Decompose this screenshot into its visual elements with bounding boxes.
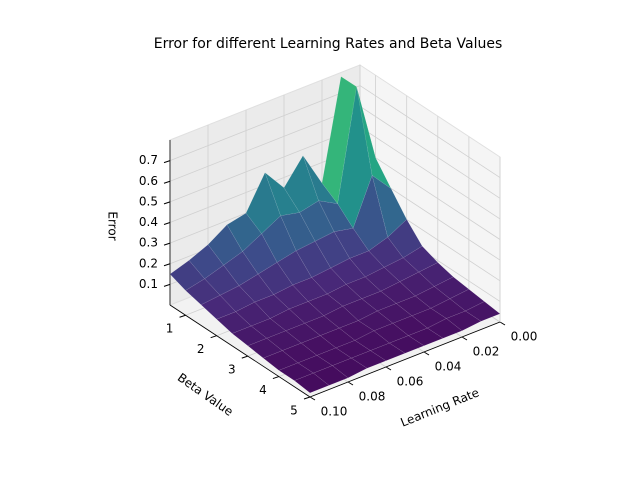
z-tick-label: 0.1 bbox=[139, 277, 158, 291]
x-tick-label: 0.10 bbox=[321, 405, 348, 419]
x-tick bbox=[423, 351, 430, 356]
z-tick bbox=[163, 242, 171, 246]
x-tick bbox=[461, 336, 468, 341]
grid-line bbox=[169, 85, 501, 178]
z-axis-label: Error bbox=[106, 211, 120, 240]
y-tick bbox=[272, 376, 280, 380]
z-tick-label: 0.5 bbox=[139, 194, 158, 208]
z-tick bbox=[163, 222, 171, 225]
x-tick bbox=[499, 321, 506, 326]
x-tick-label: 0.00 bbox=[511, 330, 538, 344]
x-tick-label: 0.04 bbox=[435, 360, 462, 374]
z-tick bbox=[163, 160, 171, 164]
z-tick-label: 0.7 bbox=[139, 153, 158, 167]
y-axis-label: Beta Value bbox=[175, 370, 236, 418]
z-tick-label: 0.4 bbox=[139, 215, 158, 229]
x-tick bbox=[309, 396, 316, 401]
z-tick-label: 0.6 bbox=[139, 174, 158, 188]
z-tick bbox=[163, 201, 171, 205]
y-tick bbox=[210, 335, 217, 339]
y-tick-label: 2 bbox=[197, 342, 205, 356]
surface-face bbox=[293, 372, 330, 394]
x-tick-label: 0.02 bbox=[473, 345, 500, 359]
z-tick bbox=[163, 263, 171, 267]
y-tick-label: 5 bbox=[290, 404, 298, 418]
y-tick bbox=[179, 314, 186, 318]
z-tick-label: 0.3 bbox=[139, 236, 158, 250]
z-tick-label: 0.2 bbox=[139, 256, 158, 270]
x-tick bbox=[347, 381, 354, 386]
y-tick bbox=[241, 355, 248, 359]
chart-title: Error for different Learning Rates and B… bbox=[154, 36, 503, 52]
y-tick-label: 3 bbox=[228, 363, 236, 377]
z-tick bbox=[163, 180, 171, 184]
x-axis bbox=[309, 321, 501, 398]
y-tick-label: 1 bbox=[166, 322, 174, 336]
z-tick bbox=[163, 283, 171, 287]
y-tick bbox=[303, 396, 311, 400]
x-tick bbox=[385, 366, 392, 371]
x-tick-label: 0.06 bbox=[397, 375, 424, 389]
x-axis-label: Learning Rate bbox=[399, 385, 482, 429]
y-axis bbox=[169, 304, 311, 398]
y-tick-label: 4 bbox=[259, 383, 267, 397]
x-tick-label: 0.08 bbox=[359, 390, 386, 404]
